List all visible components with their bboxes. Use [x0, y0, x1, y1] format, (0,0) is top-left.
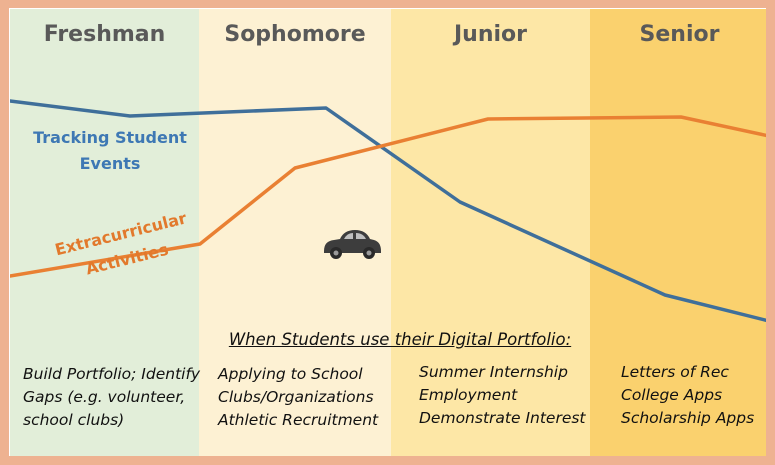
senior-use-line: Letters of Rec: [621, 363, 729, 381]
trend-lines: [10, 99, 769, 323]
freshman-use-line: school clubs): [23, 411, 125, 429]
sophomore-portfolio-uses: Applying to School Clubs/Organizations A…: [218, 363, 378, 432]
freshman-use-line: Build Portfolio; Identify: [23, 365, 201, 383]
sophomore-use-line: Clubs/Organizations: [218, 388, 374, 406]
senior-portfolio-uses: Letters of Rec College Apps Scholarship …: [621, 361, 754, 430]
sophomore-header: Sophomore: [224, 22, 366, 47]
senior-use-line: College Apps: [621, 386, 723, 404]
portfolio-heading: When Students use their Digital Portfoli…: [228, 330, 572, 349]
tracking-events-line: [10, 99, 769, 323]
senior-header: Senior: [639, 22, 720, 47]
tracking-events-label: Tracking Student Events: [30, 125, 190, 177]
diagram-area: Freshman Sophomore Junior Senior Trackin…: [10, 9, 769, 458]
junior-column: [391, 9, 590, 458]
freshman-use-line: Gaps (e.g. volunteer,: [23, 388, 186, 406]
freshman-column: [10, 9, 199, 458]
junior-portfolio-uses: Summer Internship Employment Demonstrate…: [419, 361, 586, 430]
senior-column: [590, 9, 769, 458]
junior-use-line: Employment: [419, 386, 518, 404]
junior-header: Junior: [453, 22, 527, 47]
extracurricular-line: [10, 115, 769, 278]
freshman-header: Freshman: [43, 22, 166, 47]
car-icon: [324, 230, 381, 259]
sophomore-use-line: Applying to School: [218, 365, 363, 383]
tracking-events-label-line1: Tracking Student: [33, 128, 187, 147]
junior-use-line: Summer Internship: [419, 363, 568, 381]
tracking-events-label-line2: Events: [79, 154, 141, 173]
junior-use-line: Demonstrate Interest: [419, 409, 586, 427]
freshman-portfolio-uses: Build Portfolio; Identify Gaps (e.g. vol…: [23, 363, 200, 432]
sophomore-use-line: Athletic Recruitment: [218, 411, 379, 429]
senior-use-line: Scholarship Apps: [621, 409, 755, 427]
